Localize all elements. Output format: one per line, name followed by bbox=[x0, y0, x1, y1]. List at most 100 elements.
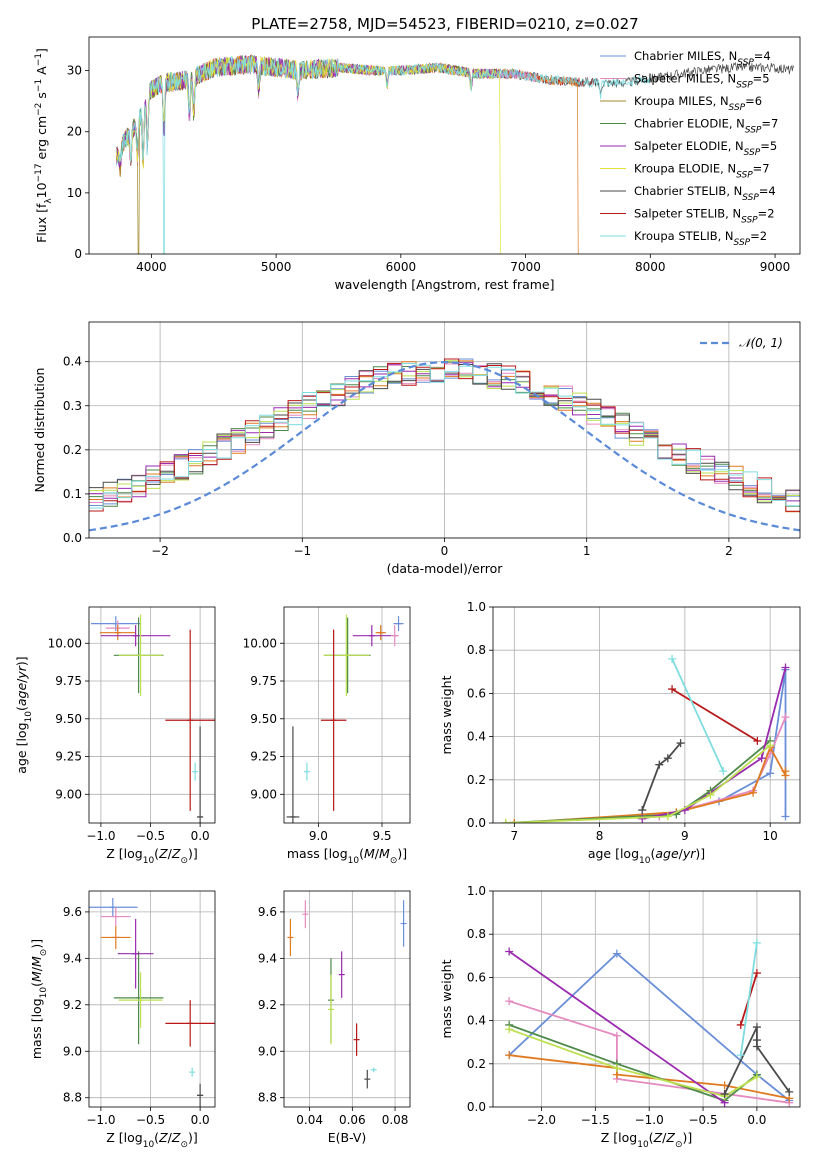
data-marker bbox=[505, 997, 514, 1006]
y-tick-label: 0.8 bbox=[467, 643, 486, 657]
x-tick-label: 5000 bbox=[261, 260, 292, 274]
figure-title: PLATE=2758, MJD=54523, FIBERID=0210, z=0… bbox=[251, 15, 638, 33]
y-tick-label: 9.2 bbox=[258, 998, 277, 1012]
series-line-lime bbox=[505, 744, 771, 823]
x-tick-label: −2 bbox=[151, 544, 169, 558]
x-tick-label: 8 bbox=[596, 829, 604, 843]
legend-entry-label: 𝒩(0, 1) bbox=[739, 336, 783, 350]
x-tick-label: 8000 bbox=[635, 260, 666, 274]
spectrum-line-kroupa_stelib bbox=[116, 55, 651, 254]
y-tick-label: 10.00 bbox=[48, 636, 82, 650]
data-marker bbox=[612, 1064, 621, 1073]
y-tick-label: 0.2 bbox=[63, 443, 82, 457]
y-tick-label: 0.0 bbox=[467, 816, 486, 830]
x-tick-label: −1 bbox=[293, 544, 311, 558]
legend: Chabrier MILES, NSSP=4 Salpeter MILES, NS… bbox=[600, 49, 778, 248]
x-tick-label: 9.0 bbox=[309, 829, 328, 843]
x-tick-label: −1.5 bbox=[581, 1113, 610, 1127]
x-tick-label: 9 bbox=[681, 829, 689, 843]
y-tick-label: 30 bbox=[67, 64, 82, 78]
x-tick-label: −0.5 bbox=[136, 829, 165, 843]
axes-frame bbox=[492, 890, 801, 1108]
axes-age_vs_Z: −1.0 −0.5 0.0 9.00 9.25 9.50 9.75 10.00 Z [log10… bbox=[14, 606, 216, 866]
data-marker bbox=[781, 713, 790, 722]
axes-frame bbox=[88, 321, 801, 539]
plot-area-spectrum bbox=[116, 54, 795, 254]
y-tick-label: 9.0 bbox=[63, 1044, 82, 1058]
plot-area-age_vs_Z bbox=[89, 607, 215, 823]
data-marker bbox=[749, 788, 758, 797]
data-marker bbox=[720, 1081, 729, 1090]
axes-frame bbox=[88, 890, 216, 1108]
legend-entry-label: Chabrier STELIB, NSSP=4 bbox=[634, 184, 776, 203]
x-tick-label: −0.5 bbox=[136, 1113, 165, 1127]
plot-area-mass_vs_Z bbox=[89, 891, 215, 1107]
x-tick-label: 4000 bbox=[136, 260, 167, 274]
y-tick-label: 9.4 bbox=[258, 951, 277, 965]
legend: 𝒩(0, 1) bbox=[700, 336, 783, 350]
histogram-kroupa_stelib bbox=[89, 363, 800, 509]
y-tick-label: 0.6 bbox=[467, 970, 486, 984]
data-marker bbox=[676, 739, 685, 748]
axes-weight_vs_age: 7 8 9 10 0.0 0.2 0.4 0.6 0.8 1.0 age [log10(age/yr… bbox=[439, 600, 801, 866]
y-tick-label: 9.0 bbox=[258, 1044, 277, 1058]
y-tick-label: 9.2 bbox=[63, 998, 82, 1012]
series-line-kroupa_stelib bbox=[671, 658, 725, 772]
axes-frame bbox=[88, 36, 801, 255]
axes-weight_vs_Z: −2.0 −1.5 −1.0 −0.5 0.0 0.0 0.2 0.4 0.6 0.8 1.0 Z [… bbox=[439, 884, 801, 1150]
data-marker bbox=[505, 1025, 514, 1034]
x-axis-label: Z [log10(Z/Z⊙)] bbox=[106, 846, 198, 866]
y-axis-label: mass [log10(M/M⊙)] bbox=[29, 939, 49, 1059]
x-axis-label: E(B-V) bbox=[328, 1130, 367, 1145]
data-marker bbox=[752, 938, 761, 947]
plot-area-mass_vs_ebv bbox=[284, 891, 410, 1107]
x-axis-label: age [log10(age/yr)] bbox=[588, 846, 705, 866]
y-axis-label: mass weight bbox=[439, 959, 454, 1038]
axes-residuals: −2 −1 0 1 2 0.0 0.1 0.2 0.3 0.4 (data-model)/error… bbox=[32, 321, 801, 576]
y-tick-label: 0.1 bbox=[63, 487, 82, 501]
x-tick-label: −1.0 bbox=[86, 829, 115, 843]
legend-entry-label: Kroupa ELODIE, NSSP=7 bbox=[634, 162, 770, 181]
series-line-lime bbox=[508, 1028, 758, 1098]
y-tick-label: 9.6 bbox=[63, 905, 82, 919]
x-axis-label: (data-model)/error bbox=[387, 561, 504, 576]
series-line-orange bbox=[514, 745, 787, 823]
x-tick-label: −0.5 bbox=[688, 1113, 717, 1127]
y-tick-label: 9.75 bbox=[250, 674, 277, 688]
x-tick-label: 10 bbox=[763, 829, 778, 843]
data-marker bbox=[505, 1051, 514, 1060]
data-marker bbox=[505, 947, 514, 956]
data-marker bbox=[736, 1051, 745, 1060]
data-marker bbox=[612, 949, 621, 958]
legend-entry-label: Salpeter STELIB, NSSP=2 bbox=[634, 207, 775, 226]
x-tick-label: 7 bbox=[510, 829, 518, 843]
y-tick-label: 0.2 bbox=[467, 773, 486, 787]
x-tick-label: −1.0 bbox=[86, 1113, 115, 1127]
data-marker bbox=[757, 754, 766, 763]
data-marker bbox=[752, 1072, 761, 1081]
x-tick-label: 0 bbox=[441, 544, 449, 558]
y-tick-label: 0 bbox=[74, 247, 82, 261]
data-marker bbox=[781, 812, 790, 821]
axes-age_vs_mass: 9.0 9.5 9.00 9.25 9.50 9.75 10.00 mass [log10(M… bbox=[243, 606, 411, 866]
plot-area-weight_vs_age bbox=[493, 607, 800, 823]
data-marker bbox=[719, 767, 728, 776]
data-marker bbox=[510, 819, 519, 823]
axes-frame bbox=[283, 606, 411, 824]
data-marker bbox=[638, 814, 647, 823]
data-marker bbox=[752, 1042, 761, 1051]
axes-mass_vs_Z: −1.0 −0.5 0.0 8.8 9.0 9.2 9.4 9.6 Z [log10(Z/Z⊙)… bbox=[29, 890, 216, 1150]
y-tick-label: 9.00 bbox=[55, 787, 82, 801]
legend-entry-label: Chabrier MILES, NSSP=4 bbox=[634, 49, 771, 68]
y-tick-label: 9.6 bbox=[258, 905, 277, 919]
axes-spectrum: 4000 5000 6000 7000 8000 9000 0 10 20 30 wavelengt… bbox=[34, 36, 801, 292]
series-line-chabrier_elodie bbox=[508, 1024, 758, 1102]
y-tick-label: 0.6 bbox=[467, 686, 486, 700]
spectrum-line-kroupa_elodie bbox=[116, 56, 501, 254]
plot-area-age_vs_mass bbox=[284, 607, 410, 823]
x-tick-label: 7000 bbox=[510, 260, 541, 274]
legend-entry-label: Salpeter MILES, NSSP=5 bbox=[634, 72, 770, 91]
y-tick-label: 9.50 bbox=[250, 712, 277, 726]
y-tick-label: 9.00 bbox=[250, 787, 277, 801]
